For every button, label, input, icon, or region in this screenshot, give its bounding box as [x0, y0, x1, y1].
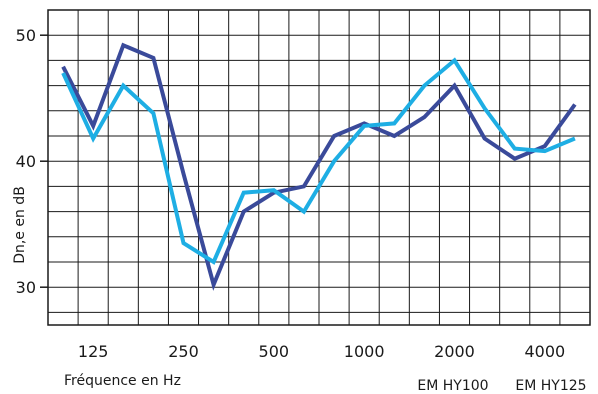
plot-frame [47, 9, 591, 326]
y-tick-label: 40 [16, 152, 36, 171]
series-group [61, 42, 577, 291]
x-tick-label: 2000 [434, 342, 475, 361]
x-tick-label: 1000 [344, 342, 385, 361]
legend-entry-1: EM HY100 [417, 378, 488, 394]
x-tick-label: 4000 [524, 342, 565, 361]
y-axis-label: Dn,e en dB [12, 186, 28, 264]
x-tick-label: 125 [78, 342, 109, 361]
y-tick-label: 30 [16, 278, 36, 297]
legend-entry-2: EM HY125 [515, 378, 586, 394]
x-tick-label: 500 [259, 342, 290, 361]
legend: EM HY100 EM HY125 [417, 378, 586, 394]
y-tick-label: 50 [16, 26, 36, 45]
tick-labels: 30 40 50 125 250 500 1000 2000 4000 [16, 26, 566, 361]
x-axis-label: Fréquence en Hz [64, 373, 181, 389]
series-line-2 [61, 57, 576, 265]
grid [48, 10, 590, 325]
x-tick-label: 250 [168, 342, 199, 361]
series-line-1 [61, 42, 577, 291]
